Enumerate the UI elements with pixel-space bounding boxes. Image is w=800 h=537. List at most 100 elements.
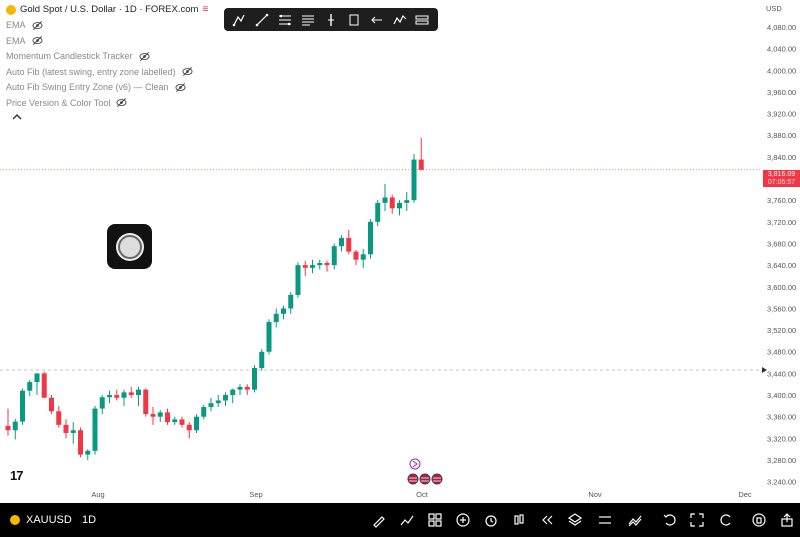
bullish-candle[interactable] xyxy=(223,395,228,401)
bullish-candle[interactable] xyxy=(34,373,40,383)
bearish-candle[interactable] xyxy=(114,395,120,398)
trendline-icon[interactable] xyxy=(254,12,270,28)
currency-label[interactable]: USD xyxy=(766,4,782,13)
bullish-candle[interactable] xyxy=(288,294,294,309)
hamburger-icon[interactable]: ≡ xyxy=(202,4,209,16)
bullish-candle[interactable] xyxy=(252,367,257,390)
hidden-eye-icon[interactable] xyxy=(31,20,43,31)
bullish-candle[interactable] xyxy=(411,159,417,201)
indicator-row[interactable]: Auto Fib Swing Entry Zone (v6) — Clean xyxy=(6,80,208,96)
bullish-candle[interactable] xyxy=(194,416,199,431)
bullish-candle[interactable] xyxy=(310,265,315,268)
bullish-candle[interactable] xyxy=(99,397,105,409)
bearish-candle[interactable] xyxy=(128,392,134,396)
bearish-candle[interactable] xyxy=(418,159,424,170)
bearish-candle[interactable] xyxy=(179,419,185,425)
bullish-candle[interactable] xyxy=(12,421,18,431)
bullish-candle[interactable] xyxy=(121,392,127,398)
bullish-candle[interactable] xyxy=(397,202,402,209)
bullish-candle[interactable] xyxy=(20,390,25,422)
bearish-candle[interactable] xyxy=(5,425,11,431)
brush-icon[interactable] xyxy=(414,12,430,28)
tradingview-logo[interactable]: 17 xyxy=(10,468,24,483)
bullish-candle[interactable] xyxy=(368,221,373,255)
indicator-row[interactable]: EMA xyxy=(6,18,208,34)
hidden-eye-icon[interactable] xyxy=(175,82,186,93)
price-chart[interactable]: 4,080.00 4,040.00 4,000.00 3,960.00 3,920.00… xyxy=(0,0,800,503)
bearish-candle[interactable] xyxy=(78,430,83,455)
bullish-candle[interactable] xyxy=(382,197,388,203)
fib-icon[interactable] xyxy=(300,12,316,28)
indicator-row[interactable]: Momentum Candlestick Tracker xyxy=(6,49,208,65)
collapse-chevron-icon[interactable] xyxy=(10,111,24,123)
bearish-candle[interactable] xyxy=(186,424,192,431)
bearish-candle[interactable] xyxy=(56,411,62,425)
record-button[interactable] xyxy=(107,224,152,269)
pitchfork-icon[interactable] xyxy=(277,12,293,28)
timeframe-selector[interactable]: 1D xyxy=(82,503,96,537)
replay-icon[interactable] xyxy=(539,512,555,528)
bullish-candle[interactable] xyxy=(215,400,221,404)
bullish-candle[interactable] xyxy=(331,246,337,266)
back-icon[interactable] xyxy=(369,12,385,28)
share-icon[interactable] xyxy=(779,512,795,528)
bearish-candle[interactable] xyxy=(389,197,395,209)
bullish-candle[interactable] xyxy=(295,265,301,295)
bullish-candle[interactable] xyxy=(404,200,410,203)
bullish-candle[interactable] xyxy=(339,238,344,247)
pattern-icon[interactable] xyxy=(392,12,408,28)
long-position-icon[interactable] xyxy=(323,12,339,28)
chart-canvas[interactable]: 4,080.00 4,040.00 4,000.00 3,960.00 3,920.00… xyxy=(0,0,800,503)
fullscreen-icon[interactable] xyxy=(689,512,705,528)
bullish-candle[interactable] xyxy=(157,412,163,417)
bearish-candle[interactable] xyxy=(302,265,308,268)
bullish-candle[interactable] xyxy=(281,308,286,314)
redo-icon[interactable] xyxy=(719,512,735,528)
bullish-candle[interactable] xyxy=(92,408,98,451)
bearish-candle[interactable] xyxy=(244,386,250,390)
event-marker-icon[interactable] xyxy=(409,458,421,470)
indicator-row[interactable]: EMA xyxy=(6,33,208,49)
settings-icon[interactable] xyxy=(597,512,613,528)
cursor-icon[interactable] xyxy=(231,12,247,28)
bullish-candle[interactable] xyxy=(266,321,272,352)
hidden-eye-icon[interactable] xyxy=(182,66,193,77)
layers-icon[interactable] xyxy=(567,512,583,528)
bearish-candle[interactable] xyxy=(63,424,69,433)
bullish-candle[interactable] xyxy=(208,403,214,407)
hidden-eye-icon[interactable] xyxy=(116,97,127,108)
indicator-row[interactable]: Auto Fib (latest swing, entry zone label… xyxy=(6,64,208,80)
bearish-candle[interactable] xyxy=(324,262,330,266)
bullish-candle[interactable] xyxy=(70,430,76,433)
bullish-candle[interactable] xyxy=(259,351,265,368)
measure-icon[interactable] xyxy=(346,12,362,28)
economic-events[interactable] xyxy=(407,458,443,485)
indicators-icon[interactable] xyxy=(399,512,415,528)
bullish-candle[interactable] xyxy=(136,389,141,396)
bullish-candle[interactable] xyxy=(230,389,236,396)
hidden-eye-icon[interactable] xyxy=(139,51,150,62)
bearish-candle[interactable] xyxy=(150,414,156,417)
bullish-candle[interactable] xyxy=(201,406,207,417)
layout-icon[interactable] xyxy=(427,512,443,528)
bullish-candle[interactable] xyxy=(85,450,91,455)
us-flag-event-icon[interactable] xyxy=(419,473,431,485)
bullish-candle[interactable] xyxy=(107,395,112,398)
bearish-candle[interactable] xyxy=(49,397,54,412)
indicator-row[interactable]: Price Version & Color Tool xyxy=(6,95,208,111)
bearish-candle[interactable] xyxy=(143,389,149,415)
bullish-candle[interactable] xyxy=(27,382,33,391)
lock-icon[interactable] xyxy=(751,512,767,528)
symbol-selector[interactable]: XAUUSD xyxy=(10,503,72,537)
chart-type-icon[interactable] xyxy=(511,512,527,528)
us-flag-event-icon[interactable] xyxy=(431,473,443,485)
bullish-candle[interactable] xyxy=(360,254,366,260)
bullish-candle[interactable] xyxy=(375,202,381,222)
compare-icon[interactable] xyxy=(627,512,643,528)
symbol-title[interactable]: Gold Spot / U.S. Dollar · 1D · FOREX.com xyxy=(20,4,199,16)
bullish-candle[interactable] xyxy=(172,419,178,423)
bearish-candle[interactable] xyxy=(346,238,352,252)
legend-title-row[interactable]: Gold Spot / U.S. Dollar · 1D · FOREX.com… xyxy=(6,2,208,18)
pencil-icon[interactable] xyxy=(371,512,387,528)
bearish-candle[interactable] xyxy=(165,412,170,423)
